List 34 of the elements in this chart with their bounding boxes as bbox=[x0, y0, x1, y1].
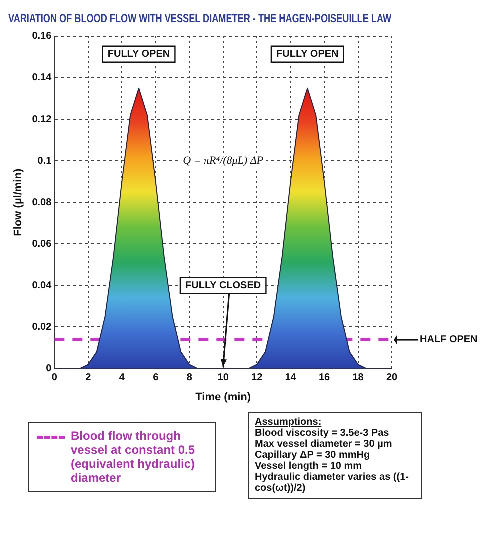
x-tick-label: 20 bbox=[386, 372, 398, 384]
y-tick-label: 0.1 bbox=[38, 156, 52, 167]
text: Assumptions: bbox=[255, 417, 323, 428]
x-tick-label: 12 bbox=[252, 372, 264, 384]
y-tick-label: 0.08 bbox=[32, 197, 52, 208]
annotation: HALF OPEN bbox=[420, 334, 478, 346]
text: Blood viscosity = 3.5e-3 Pas bbox=[255, 428, 390, 439]
text: Max vessel diameter = 30 µm bbox=[255, 439, 394, 450]
text: Capillary ΔP = 30 mmHg bbox=[255, 450, 372, 461]
x-axis-title: Time (min) bbox=[196, 391, 252, 404]
annotation: FULLY CLOSED bbox=[186, 280, 262, 292]
text: Hydraulic diameter varies as ((1-cos(ωt))/2) bbox=[255, 472, 410, 494]
x-tick-label: 10 bbox=[218, 372, 230, 384]
x-tick-label: 8 bbox=[186, 372, 193, 384]
annotation: Q = πR⁴/(8μL) ΔP bbox=[183, 154, 264, 167]
x-tick-label: 16 bbox=[318, 372, 331, 384]
x-tick-label: 2 bbox=[86, 372, 92, 384]
y-axis-title: Flow (µl/min) bbox=[12, 168, 25, 236]
annotation: FULLY OPEN bbox=[276, 49, 339, 60]
y-tick-label: 0.12 bbox=[32, 114, 52, 126]
y-tick-label: 0.04 bbox=[32, 280, 52, 292]
legend-label: Blood flow through vessel at constant 0.5 (equivalent hydraulic) diameter bbox=[71, 429, 196, 485]
x-tick-label: 4 bbox=[119, 372, 126, 384]
y-tick-label: 0.02 bbox=[32, 322, 52, 333]
x-tick-label: 6 bbox=[153, 372, 160, 384]
y-tick-label: 0.06 bbox=[32, 238, 52, 250]
x-tick-label: 14 bbox=[285, 372, 297, 384]
x-tick-label: 18 bbox=[352, 372, 364, 384]
y-tick-label: 0.14 bbox=[32, 72, 52, 84]
y-tick-label: 0 bbox=[46, 364, 52, 375]
annotation: FULLY OPEN bbox=[108, 49, 170, 60]
text: Vessel length = 10 mm bbox=[255, 461, 363, 472]
y-tick-label: 0.16 bbox=[32, 31, 52, 42]
chart-title: VARIATION OF BLOOD FLOW WITH VESSEL DIAMETER - THE HAGEN-POISEUILLE LAW bbox=[8, 12, 392, 26]
